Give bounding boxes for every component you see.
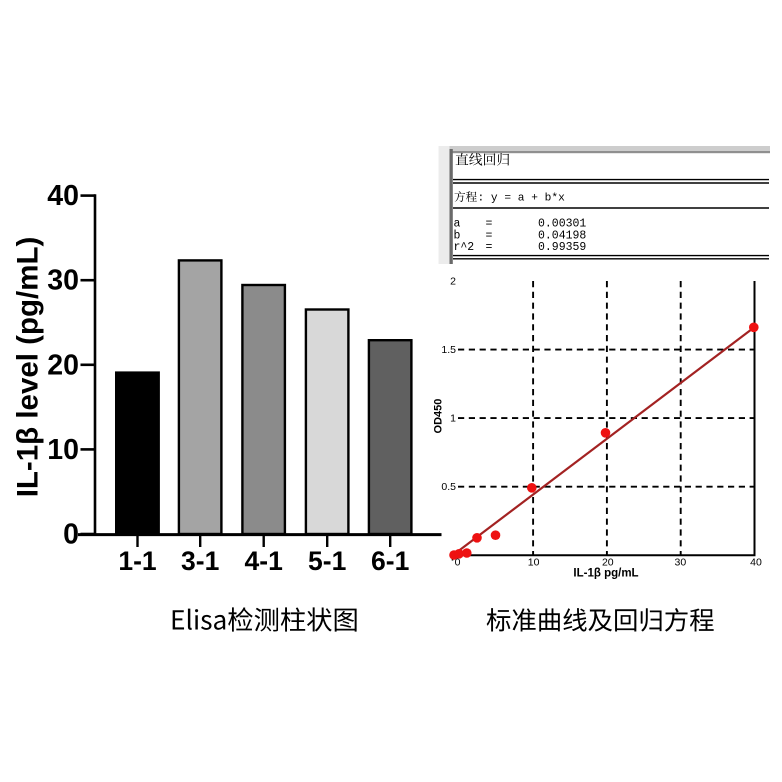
svg-text:0.04198: 0.04198 (538, 230, 586, 243)
svg-text:a: a (454, 218, 461, 231)
svg-text:0: 0 (455, 557, 461, 569)
svg-text:0: 0 (63, 519, 79, 551)
svg-text:10: 10 (47, 434, 79, 466)
svg-text:10: 10 (528, 557, 540, 569)
svg-text:0.00301: 0.00301 (538, 218, 586, 231)
svg-text:0.5: 0.5 (441, 481, 456, 493)
svg-text:30: 30 (675, 557, 687, 569)
svg-text:IL-1β pg/mL: IL-1β pg/mL (573, 568, 638, 580)
svg-text:IL-1β level (pg/mL): IL-1β level (pg/mL) (12, 237, 45, 498)
svg-text:1: 1 (450, 413, 456, 425)
svg-text:: y = a + b*x: : y = a + b*x (478, 193, 566, 205)
svg-text:=: = (486, 218, 493, 231)
svg-text:40: 40 (47, 180, 79, 212)
svg-text:30: 30 (47, 265, 79, 297)
svg-text:6-1: 6-1 (371, 546, 409, 576)
svg-text:1-1: 1-1 (118, 546, 156, 576)
svg-text:4-1: 4-1 (245, 546, 283, 576)
svg-text:20: 20 (47, 349, 79, 381)
svg-text:OD450: OD450 (433, 399, 445, 434)
svg-text:3-1: 3-1 (181, 546, 219, 576)
svg-text:1.5: 1.5 (441, 344, 456, 356)
svg-text:=: = (486, 230, 493, 243)
svg-text:40: 40 (750, 557, 762, 569)
svg-text:20: 20 (602, 557, 614, 569)
svg-text:b: b (454, 230, 461, 243)
svg-text:0.99359: 0.99359 (538, 241, 586, 254)
svg-text:=: = (486, 241, 493, 254)
svg-text:2: 2 (450, 276, 456, 288)
svg-text:r^2: r^2 (454, 241, 475, 254)
svg-text:5-1: 5-1 (308, 546, 346, 576)
